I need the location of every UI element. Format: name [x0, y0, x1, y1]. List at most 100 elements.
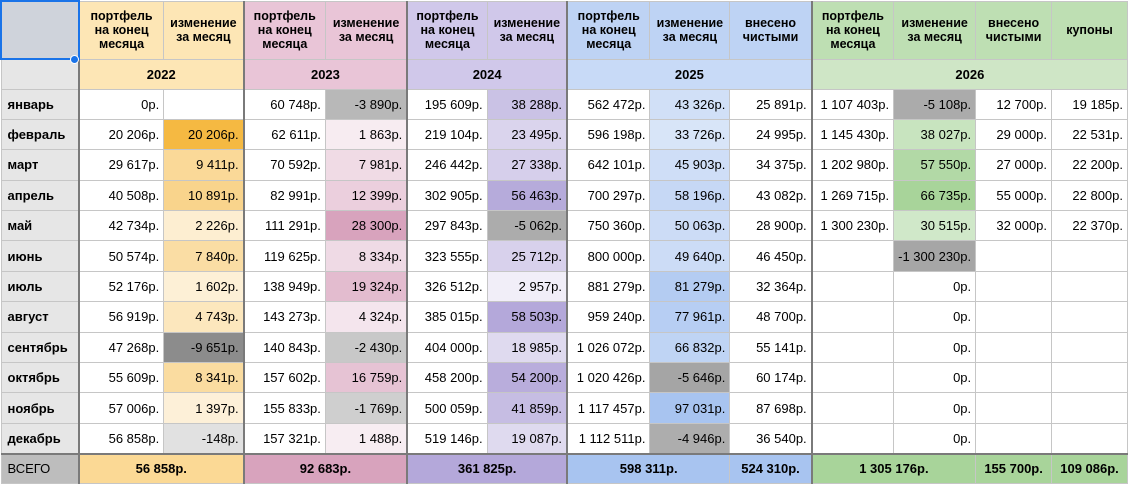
cell[interactable]: 16 759р. [324, 362, 408, 394]
cell[interactable]: 246 442р. [406, 149, 488, 181]
total-2023[interactable]: 92 683р. [242, 452, 408, 484]
cell[interactable]: 700 297р. [566, 179, 651, 212]
cell[interactable]: 562 472р. [566, 88, 651, 120]
cell[interactable]: 19 087р. [486, 422, 568, 455]
cell[interactable]: 323 555р. [406, 240, 488, 272]
cell[interactable]: 119 625р. [242, 240, 326, 272]
cell[interactable]: 38 288р. [486, 88, 568, 120]
cell[interactable]: 596 198р. [566, 118, 651, 151]
row-header-3[interactable]: апрель [0, 179, 80, 212]
cell[interactable] [1051, 301, 1128, 333]
column-header[interactable]: портфель на конец месяца [242, 0, 326, 60]
row-header-2[interactable]: март [0, 149, 80, 181]
cell[interactable]: 29 617р. [77, 149, 165, 181]
cell[interactable]: 60 174р. [729, 362, 813, 394]
cell[interactable]: 58 503р. [486, 301, 568, 333]
cell[interactable]: 57 006р. [77, 392, 165, 424]
cell[interactable]: -5 646р. [649, 362, 731, 394]
column-header[interactable]: внесено чистыми [975, 0, 1053, 60]
cell[interactable]: 30 515р. [893, 210, 977, 242]
cell[interactable]: 55 141р. [729, 331, 813, 364]
row-header-9[interactable]: октябрь [0, 362, 80, 394]
cell[interactable]: 1 397р. [163, 392, 245, 424]
row-header-6[interactable]: июль [0, 270, 80, 303]
selection-handle[interactable] [70, 55, 79, 64]
cell[interactable]: 52 176р. [77, 270, 165, 303]
cell[interactable] [810, 301, 895, 333]
year-header-2026[interactable]: 2026 [810, 58, 1128, 90]
cell[interactable]: 959 240р. [566, 301, 651, 333]
cell[interactable]: 143 273р. [242, 301, 326, 333]
cell[interactable] [975, 331, 1053, 364]
cell[interactable]: 32 000р. [975, 210, 1053, 242]
cell[interactable]: 326 512р. [406, 270, 488, 303]
cell[interactable]: 1 602р. [163, 270, 245, 303]
cell[interactable]: 20 206р. [163, 118, 245, 151]
cell[interactable]: 56 463р. [486, 179, 568, 212]
cell[interactable]: 97 031р. [649, 392, 731, 424]
cell[interactable]: 385 015р. [406, 301, 488, 333]
cell[interactable]: 1 112 511р. [566, 422, 651, 455]
cell[interactable] [975, 240, 1053, 272]
cell[interactable]: 750 360р. [566, 210, 651, 242]
cell[interactable]: 57 550р. [893, 149, 977, 181]
cell[interactable]: 47 268р. [77, 331, 165, 364]
year-header-2023[interactable]: 2023 [242, 58, 408, 90]
cell[interactable] [1051, 362, 1128, 394]
cell[interactable]: 7 840р. [163, 240, 245, 272]
cell[interactable]: 34 375р. [729, 149, 813, 181]
cell[interactable] [1051, 392, 1128, 424]
total-2026-coupons[interactable]: 109 086р. [1051, 452, 1128, 484]
cell[interactable]: 81 279р. [649, 270, 731, 303]
cell[interactable]: 458 200р. [406, 362, 488, 394]
year-header-2022[interactable]: 2022 [77, 58, 245, 90]
cell[interactable]: 82 991р. [242, 179, 326, 212]
cell[interactable]: -4 946р. [649, 422, 731, 455]
cell[interactable]: 22 800р. [1051, 179, 1128, 212]
row-header-5[interactable]: июнь [0, 240, 80, 272]
cell[interactable]: 157 321р. [242, 422, 326, 455]
cell[interactable]: 642 101р. [566, 149, 651, 181]
totals-label[interactable]: ВСЕГО [0, 452, 80, 484]
row-header-8[interactable]: сентябрь [0, 331, 80, 364]
row-header-0[interactable]: январь [0, 88, 80, 120]
year-header-2024[interactable]: 2024 [406, 58, 568, 90]
total-2025-net[interactable]: 524 310р. [729, 452, 813, 484]
cell[interactable]: 45 903р. [649, 149, 731, 181]
cell[interactable]: 33 726р. [649, 118, 731, 151]
cell[interactable]: 1 020 426р. [566, 362, 651, 394]
cell[interactable] [975, 301, 1053, 333]
cell[interactable] [975, 270, 1053, 303]
cell[interactable] [1051, 240, 1128, 272]
cell[interactable] [1051, 422, 1128, 455]
cell[interactable]: 20 206р. [77, 118, 165, 151]
cell[interactable] [975, 362, 1053, 394]
cell[interactable]: 56 919р. [77, 301, 165, 333]
cell[interactable] [1051, 270, 1128, 303]
cell[interactable]: 62 611р. [242, 118, 326, 151]
cell[interactable]: 12 700р. [975, 88, 1053, 120]
cell[interactable]: 4 324р. [324, 301, 408, 333]
cell[interactable] [975, 392, 1053, 424]
cell[interactable]: 19 324р. [324, 270, 408, 303]
cell[interactable]: 1 863р. [324, 118, 408, 151]
column-header[interactable]: изменение за месяц [893, 0, 977, 60]
column-header[interactable]: портфель на конец месяца [810, 0, 895, 60]
column-header[interactable]: портфель на конец месяца [77, 0, 165, 60]
cell[interactable]: 8 341р. [163, 362, 245, 394]
cell[interactable]: 1 202 980р. [810, 149, 895, 181]
row-header-4[interactable]: май [0, 210, 80, 242]
cell[interactable]: 77 961р. [649, 301, 731, 333]
cell[interactable]: 25 891р. [729, 88, 813, 120]
row-header-7[interactable]: август [0, 301, 80, 333]
row-header-10[interactable]: ноябрь [0, 392, 80, 424]
cell[interactable]: 46 450р. [729, 240, 813, 272]
cell[interactable]: -1 769р. [324, 392, 408, 424]
cell[interactable]: 1 107 403р. [810, 88, 895, 120]
total-2026[interactable]: 1 305 176р. [810, 452, 977, 484]
column-header[interactable]: изменение за месяц [324, 0, 408, 60]
cell[interactable]: 60 748р. [242, 88, 326, 120]
cell[interactable]: 22 531р. [1051, 118, 1128, 151]
cell[interactable]: 0р. [77, 88, 165, 120]
cell[interactable]: 43 082р. [729, 179, 813, 212]
